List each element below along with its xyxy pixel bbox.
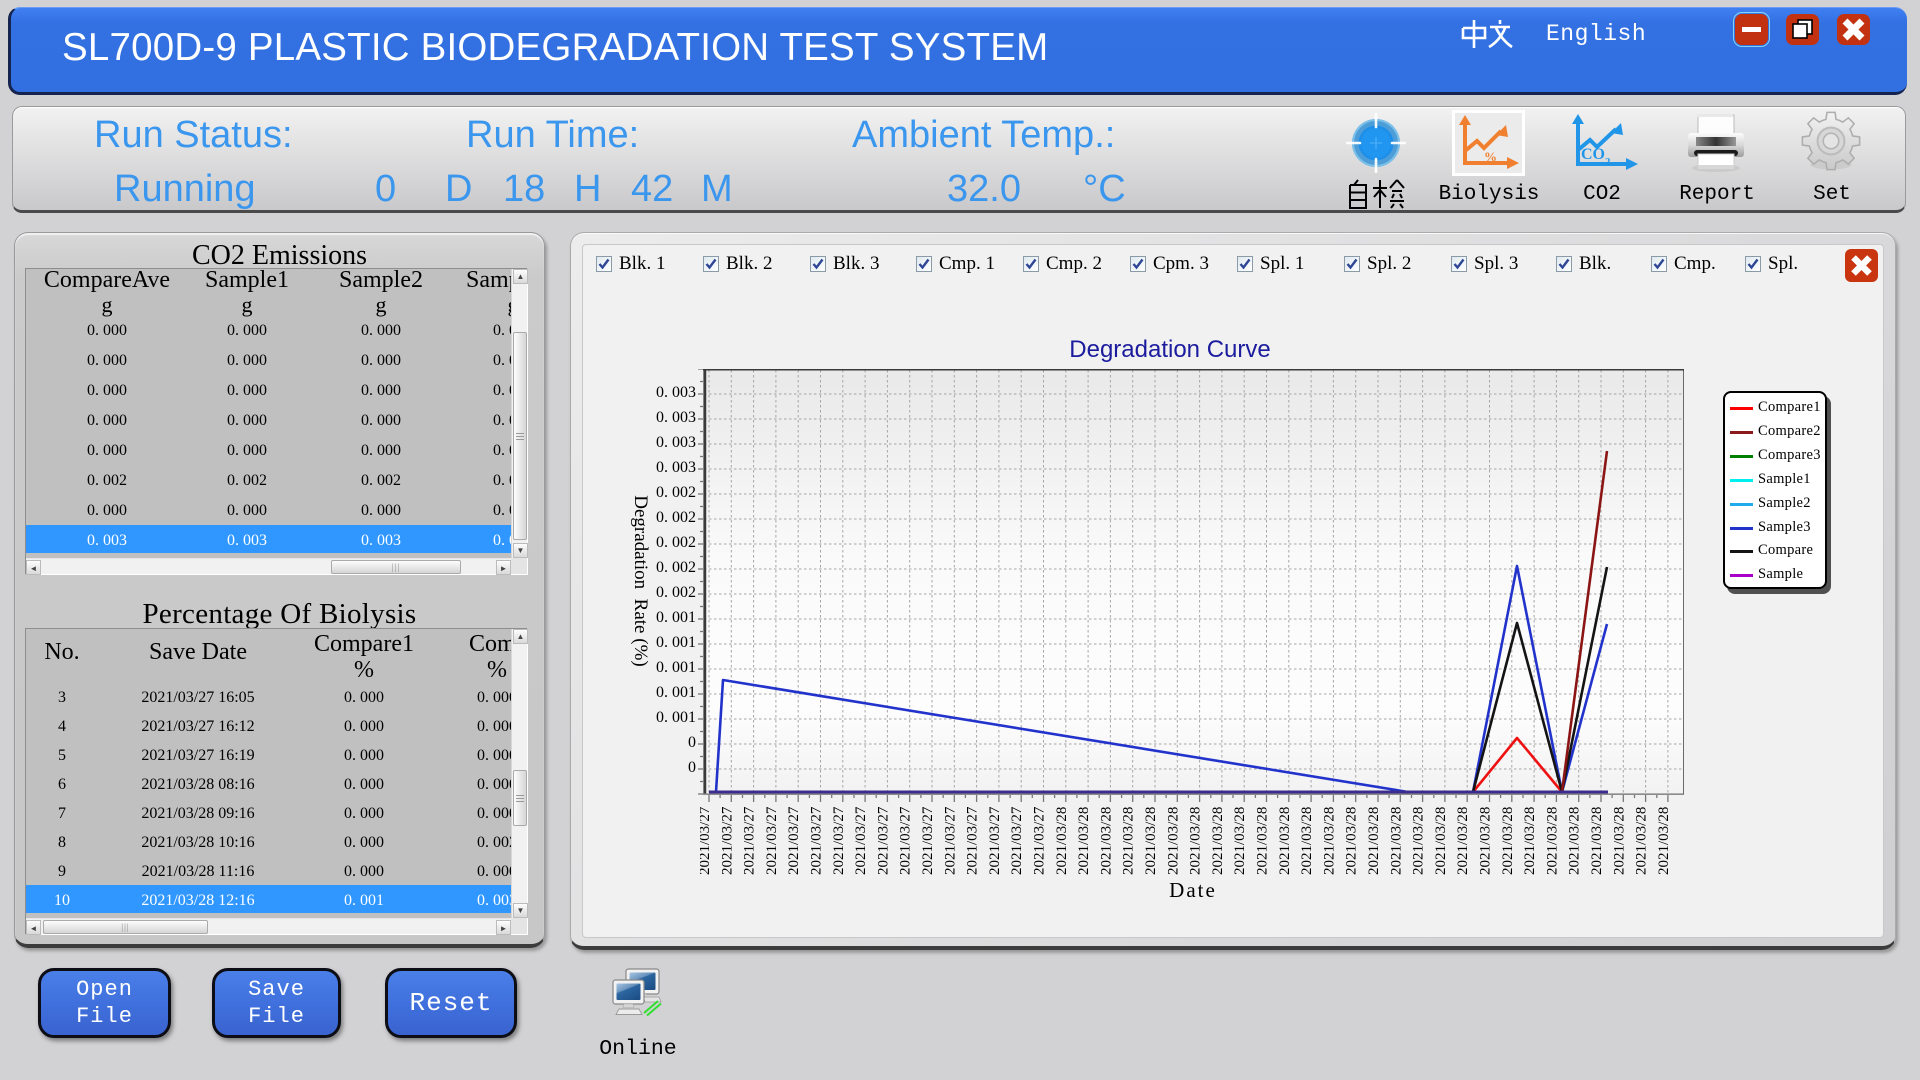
svg-text:2021/03/28: 2021/03/28 bbox=[1277, 807, 1293, 875]
svg-text:2021/03/27: 2021/03/27 bbox=[875, 806, 891, 875]
svg-text:2021/03/28: 2021/03/28 bbox=[1210, 807, 1226, 875]
svg-text:2021/03/28: 2021/03/28 bbox=[1567, 807, 1583, 875]
svg-text:2021/03/28: 2021/03/28 bbox=[1500, 807, 1516, 875]
svg-text:2021/03/28: 2021/03/28 bbox=[1321, 807, 1337, 875]
svg-text:2021/03/28: 2021/03/28 bbox=[1165, 807, 1181, 875]
svg-text:2021/03/28: 2021/03/28 bbox=[1611, 807, 1627, 875]
svg-text:2021/03/27: 2021/03/27 bbox=[1009, 806, 1025, 875]
svg-text:2021/03/27: 2021/03/27 bbox=[942, 806, 958, 875]
svg-text:2021/03/28: 2021/03/28 bbox=[1366, 807, 1382, 875]
svg-text:2021/03/28: 2021/03/28 bbox=[1433, 807, 1449, 875]
svg-text:2021/03/27: 2021/03/27 bbox=[965, 806, 981, 875]
svg-text:2021/03/28: 2021/03/28 bbox=[1344, 807, 1360, 875]
svg-text:2: 2 bbox=[1605, 156, 1611, 168]
svg-text:2021/03/28: 2021/03/28 bbox=[1411, 807, 1427, 875]
svg-text:2021/03/27: 2021/03/27 bbox=[831, 806, 847, 875]
svg-text:2021/03/27: 2021/03/27 bbox=[853, 806, 869, 875]
svg-text:2021/03/28: 2021/03/28 bbox=[1299, 807, 1315, 875]
svg-text:2021/03/27: 2021/03/27 bbox=[1032, 806, 1048, 875]
svg-text:2021/03/27: 2021/03/27 bbox=[920, 806, 936, 875]
svg-text:2021/03/27: 2021/03/27 bbox=[987, 806, 1003, 875]
svg-text:2021/03/28: 2021/03/28 bbox=[1388, 807, 1404, 875]
svg-text:2021/03/27: 2021/03/27 bbox=[809, 806, 825, 875]
svg-text:2021/03/27: 2021/03/27 bbox=[786, 806, 802, 875]
svg-text:2021/03/28: 2021/03/28 bbox=[1143, 807, 1159, 875]
svg-text:2021/03/28: 2021/03/28 bbox=[1255, 807, 1271, 875]
svg-text:%: % bbox=[1484, 149, 1497, 164]
svg-text:2021/03/28: 2021/03/28 bbox=[1656, 807, 1672, 875]
svg-text:2021/03/28: 2021/03/28 bbox=[1455, 807, 1471, 875]
svg-text:2021/03/28: 2021/03/28 bbox=[1544, 807, 1560, 875]
svg-text:2021/03/28: 2021/03/28 bbox=[1121, 807, 1137, 875]
svg-text:2021/03/28: 2021/03/28 bbox=[1478, 807, 1494, 875]
svg-text:2021/03/27: 2021/03/27 bbox=[700, 806, 713, 875]
svg-text:2021/03/27: 2021/03/27 bbox=[742, 806, 758, 875]
svg-text:2021/03/27: 2021/03/27 bbox=[898, 806, 914, 875]
svg-text:2021/03/28: 2021/03/28 bbox=[1232, 807, 1248, 875]
svg-text:2021/03/28: 2021/03/28 bbox=[1098, 807, 1114, 875]
svg-text:CO: CO bbox=[1581, 146, 1605, 163]
svg-text:2021/03/28: 2021/03/28 bbox=[1522, 807, 1538, 875]
svg-text:2021/03/28: 2021/03/28 bbox=[1589, 807, 1605, 875]
svg-text:2021/03/28: 2021/03/28 bbox=[1634, 807, 1650, 875]
svg-text:2021/03/27: 2021/03/27 bbox=[719, 806, 735, 875]
svg-text:2021/03/28: 2021/03/28 bbox=[1188, 807, 1204, 875]
svg-text:2021/03/27: 2021/03/27 bbox=[764, 806, 780, 875]
svg-text:2021/03/28: 2021/03/28 bbox=[1054, 807, 1070, 875]
svg-text:2021/03/28: 2021/03/28 bbox=[1076, 807, 1092, 875]
